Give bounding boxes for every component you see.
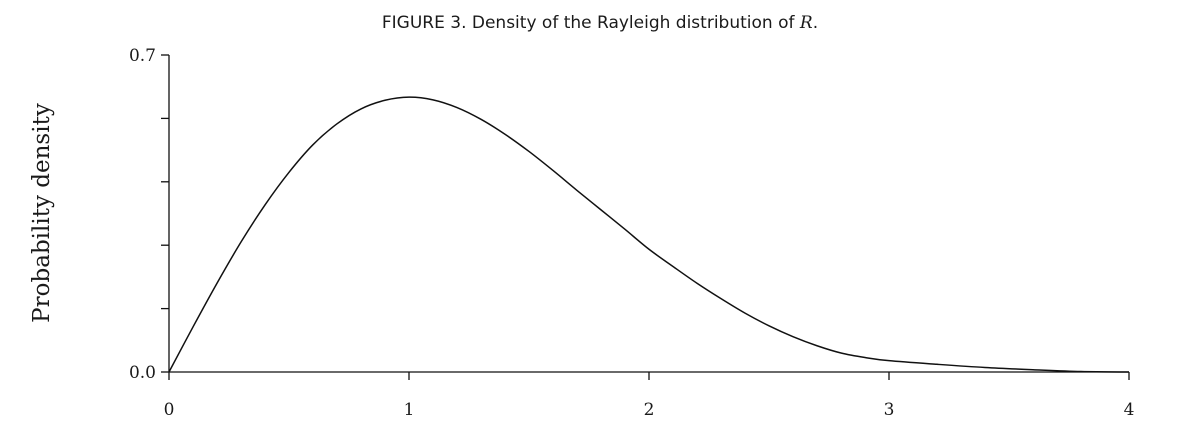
- y-axis-title: Probability density: [29, 103, 55, 323]
- tick-labels: 0 1 2 3 4 0.0 0.7: [129, 46, 1134, 420]
- y-tick-label: 0.0: [129, 363, 156, 383]
- x-tick-label: 4: [1124, 400, 1135, 420]
- figure-caption-suffix: .: [813, 13, 818, 33]
- axes: [168, 55, 1129, 373]
- y-tick-label: 0.7: [129, 46, 156, 66]
- figure-caption: FIGURE 3. Density of the Rayleigh distri…: [382, 13, 818, 33]
- tick-marks: [161, 54, 1130, 380]
- x-tick-label: 1: [404, 400, 415, 420]
- x-tick-label: 0: [164, 400, 175, 420]
- plot-area: [168, 96, 1130, 373]
- x-tick-label: 3: [884, 400, 895, 420]
- figure-caption-text: FIGURE 3. Density of the Rayleigh distri…: [382, 13, 796, 33]
- x-tick-label: 2: [644, 400, 655, 420]
- figure-caption-variable: R: [799, 13, 813, 33]
- density-curve: [168, 96, 1130, 373]
